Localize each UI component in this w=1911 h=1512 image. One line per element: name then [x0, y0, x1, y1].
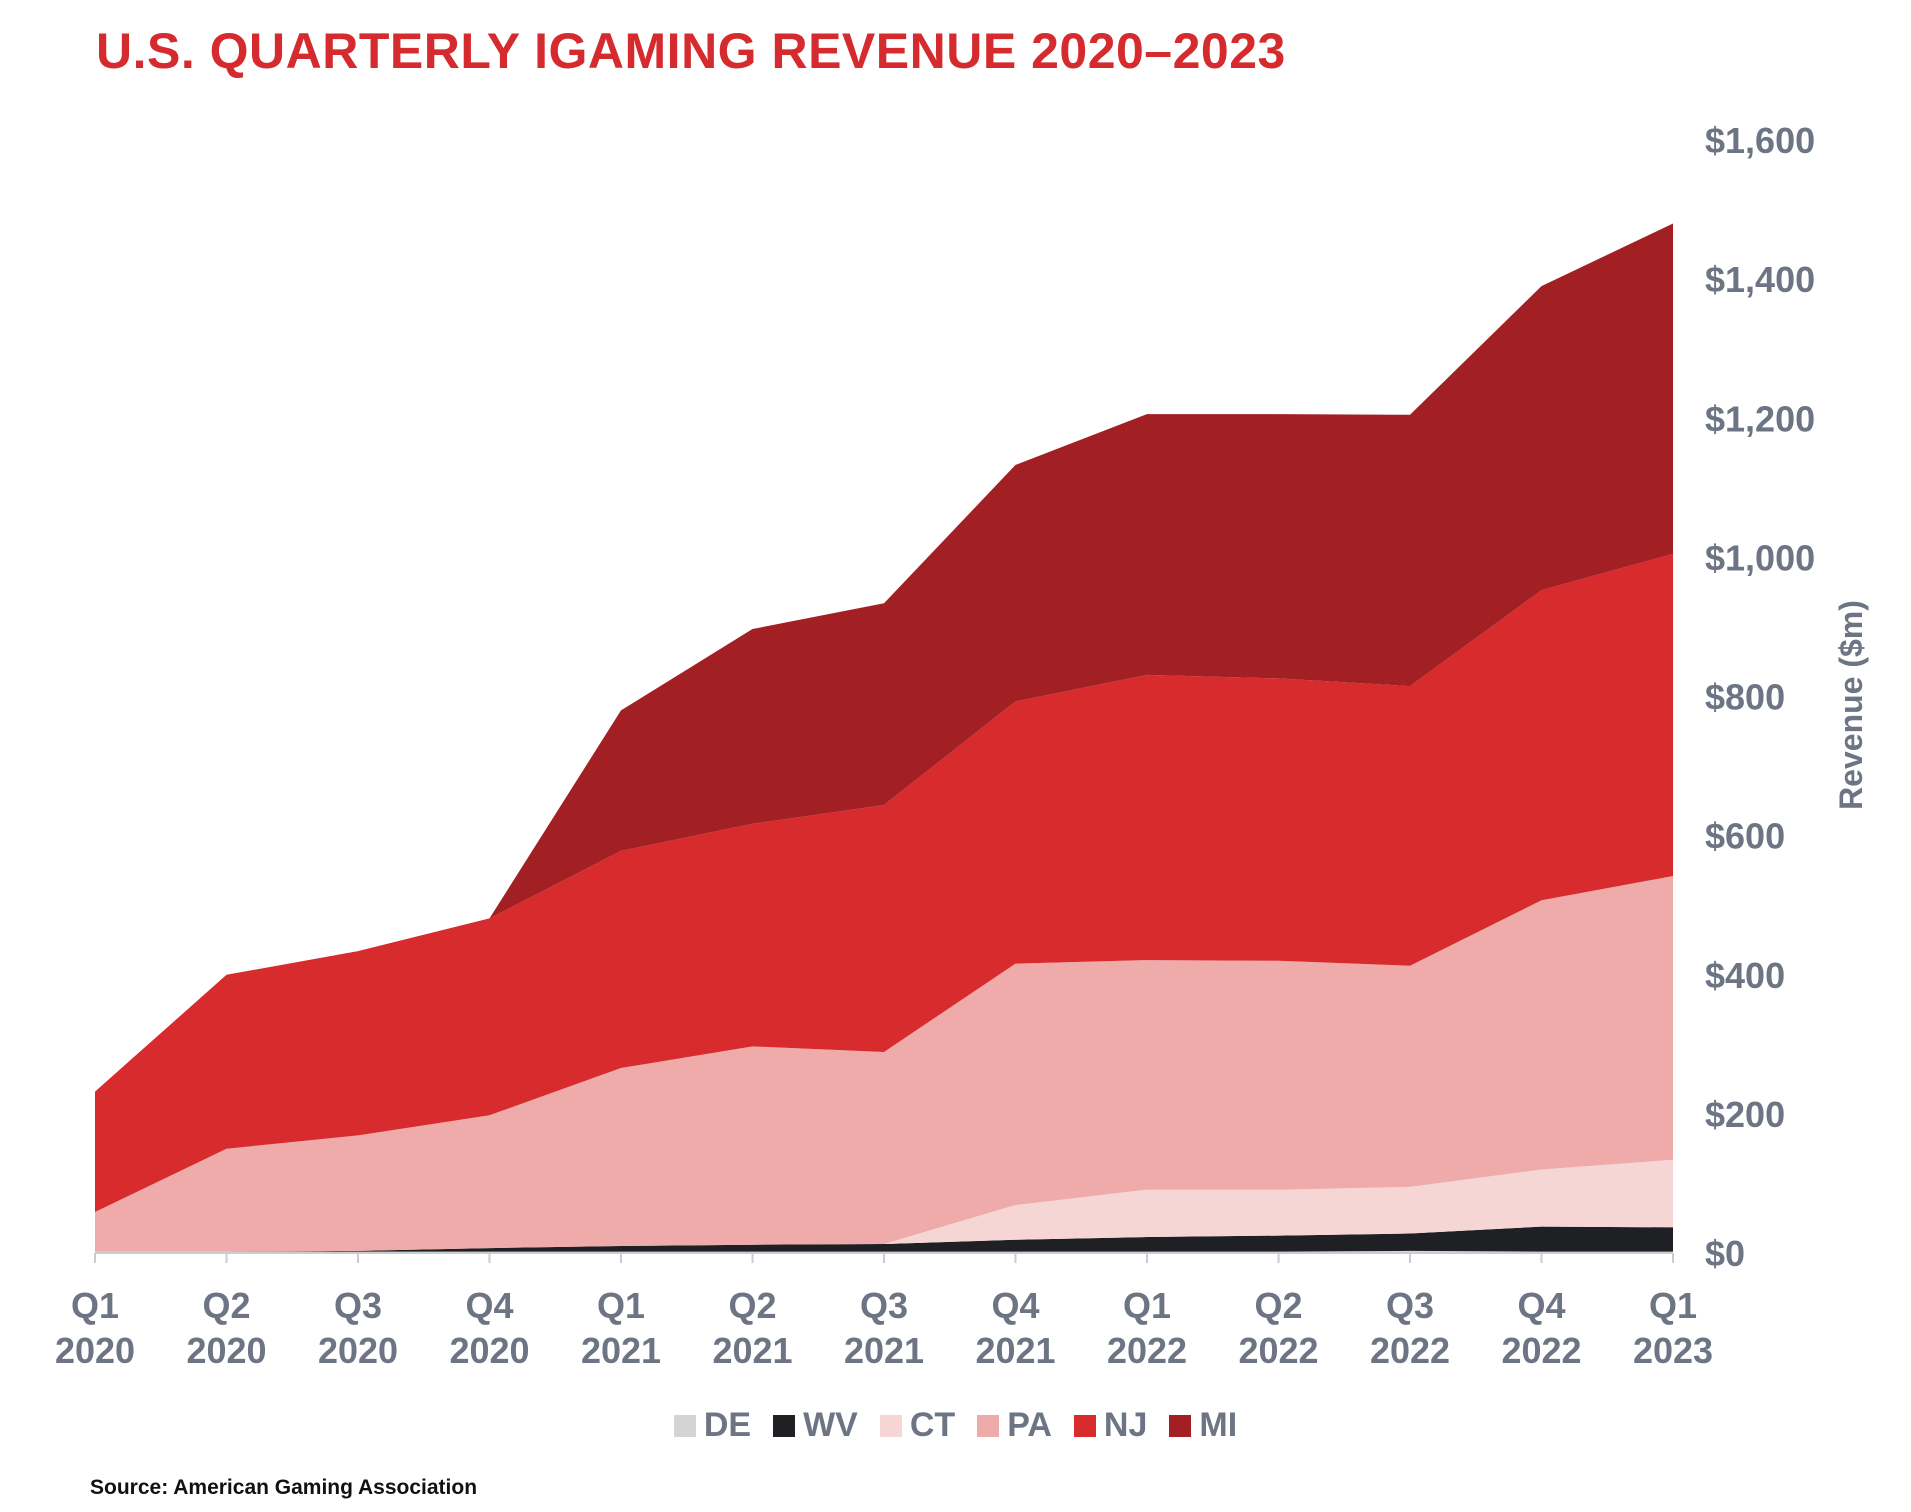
legend-item-de: DE: [673, 1406, 752, 1445]
x-tick-label-year: 2022: [1107, 1330, 1187, 1371]
y-tick-label: $800: [1705, 677, 1785, 718]
y-tick-label: $1,200: [1705, 398, 1815, 439]
area-nj: [95, 553, 1673, 1212]
x-tick-label-quarter: Q1: [71, 1285, 119, 1326]
legend-label: MI: [1199, 1406, 1238, 1444]
area-ct: [95, 1159, 1673, 1252]
area-mi: [95, 223, 1673, 1092]
y-tick-label: $600: [1705, 816, 1785, 857]
source-note: Source: American Gaming Association: [90, 1476, 478, 1499]
x-tick-label-quarter: Q4: [991, 1285, 1039, 1326]
x-tick-label-quarter: Q1: [1649, 1285, 1697, 1326]
x-tick-label-year: 2020: [55, 1330, 135, 1371]
x-tick-label-quarter: Q2: [1254, 1285, 1302, 1326]
legend-swatch: [1073, 1414, 1096, 1437]
legend: DE WV CT PA NJ MI: [0, 1406, 1911, 1445]
series-areas: [95, 223, 1673, 1253]
x-tick-label-year: 2022: [1238, 1330, 1318, 1371]
x-tick-label-year: 2021: [581, 1330, 661, 1371]
legend-label: PA: [1007, 1406, 1052, 1444]
legend-swatch: [879, 1414, 902, 1437]
legend-swatch: [673, 1414, 696, 1437]
x-tick-label-quarter: Q3: [334, 1285, 382, 1326]
x-tick-label-year: 2020: [186, 1330, 266, 1371]
legend-item-wv: WV: [773, 1406, 858, 1445]
x-tick-label-quarter: Q1: [1123, 1285, 1171, 1326]
y-axis-labels: $0 $200 $400 $600 $800 $1,000 $1,200 $1,400 $1,6…: [1705, 120, 1815, 1274]
x-tick-label-year: 2020: [318, 1330, 398, 1371]
y-tick-label: $0: [1705, 1233, 1745, 1274]
legend-swatch: [773, 1414, 796, 1437]
x-tick-label-year: 2021: [975, 1330, 1055, 1371]
legend-label: NJ: [1103, 1406, 1148, 1444]
x-tick-label-quarter: Q4: [465, 1285, 513, 1326]
x-tick-label-year: 2020: [449, 1330, 529, 1371]
x-tick-label-quarter: Q1: [597, 1285, 645, 1326]
x-tick-label-quarter: Q3: [1386, 1285, 1434, 1326]
y-tick-label: $1,600: [1705, 120, 1815, 161]
legend-label: DE: [703, 1406, 752, 1444]
area-wv: [95, 1226, 1673, 1252]
chart-title: U.S. QUARTERLY IGAMING REVENUE 2020–2023: [96, 23, 1286, 79]
x-tick-label-year: 2021: [844, 1330, 924, 1371]
x-tick-label-year: 2021: [712, 1330, 792, 1371]
x-tick-label-quarter: Q2: [202, 1285, 250, 1326]
legend-item-mi: MI: [1169, 1406, 1237, 1445]
x-axis-labels: Q12020Q22020Q32020Q42020Q12021Q22021Q320…: [55, 1285, 1713, 1371]
legend-swatch: [977, 1414, 1000, 1437]
legend-item-ct: CT: [879, 1406, 956, 1445]
area-pa: [95, 876, 1673, 1252]
y-axis-title: Revenue ($m): [1833, 600, 1869, 810]
y-tick-label: $200: [1705, 1094, 1785, 1135]
x-tick-label-quarter: Q2: [728, 1285, 776, 1326]
x-tick-label-year: 2022: [1370, 1330, 1450, 1371]
x-tick-label-quarter: Q4: [1517, 1285, 1565, 1326]
x-tick-label-quarter: Q3: [860, 1285, 908, 1326]
x-axis-ticks: [94, 1253, 1674, 1263]
legend-item-nj: NJ: [1073, 1406, 1148, 1445]
x-tick-label-year: 2023: [1633, 1330, 1713, 1371]
legend-swatch: [1169, 1414, 1192, 1437]
stacked-area-chart: Q12020Q22020Q32020Q42020Q12021Q22021Q320…: [55, 120, 1869, 1371]
y-tick-label: $400: [1705, 955, 1785, 996]
legend-label: CT: [909, 1406, 956, 1444]
x-tick-label-year: 2022: [1501, 1330, 1581, 1371]
legend-item-pa: PA: [977, 1406, 1052, 1445]
y-tick-label: $1,000: [1705, 537, 1815, 578]
legend-label: WV: [803, 1406, 858, 1444]
y-tick-label: $1,400: [1705, 259, 1815, 300]
